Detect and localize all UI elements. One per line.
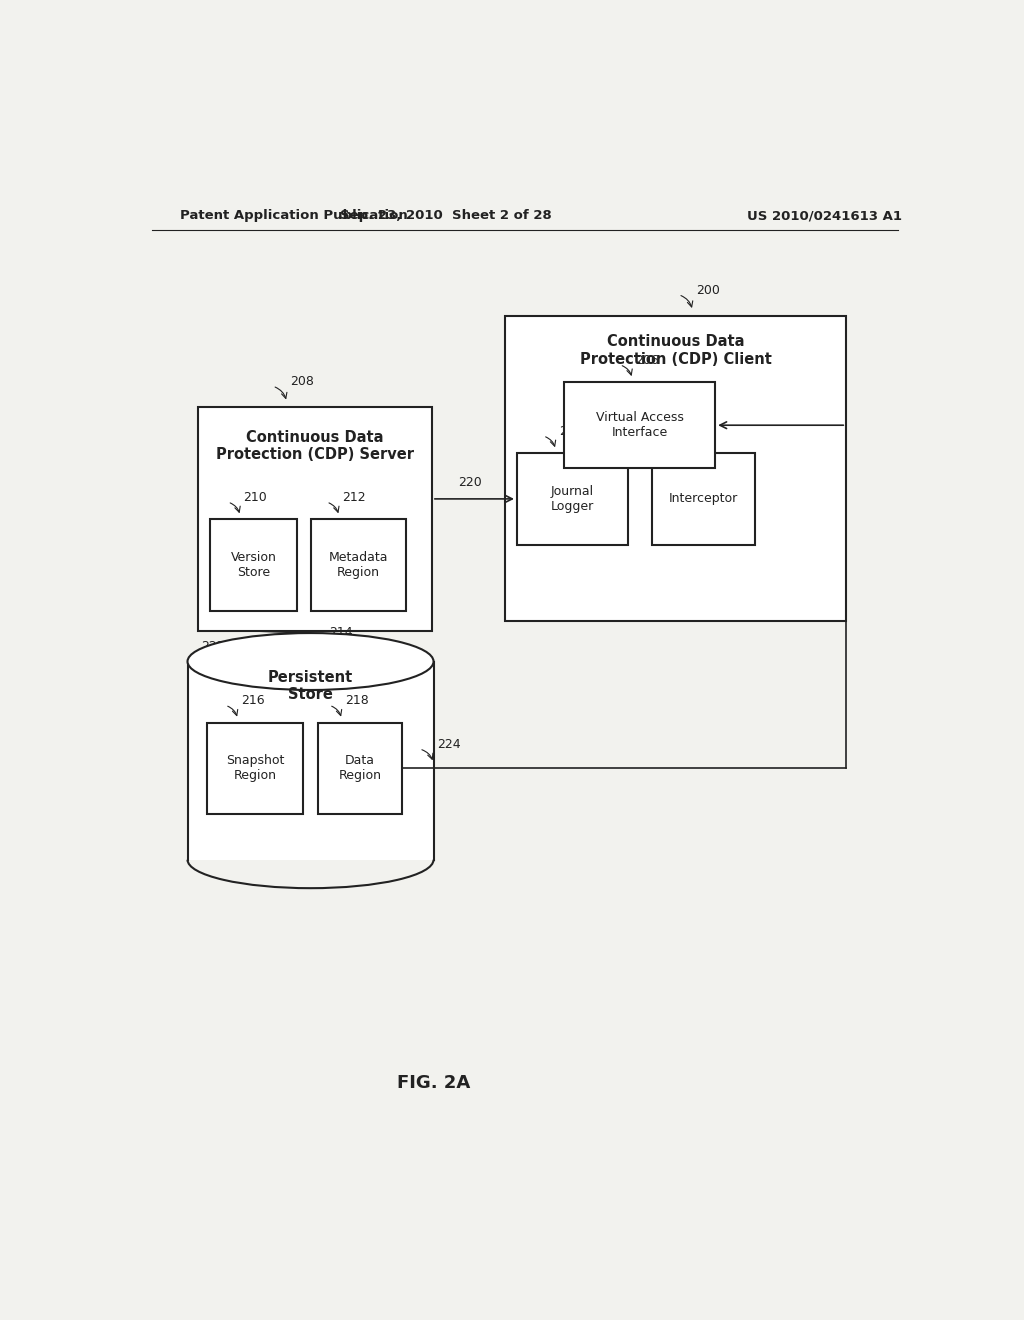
Text: Patent Application Publication: Patent Application Publication	[179, 210, 408, 222]
Bar	[564, 381, 715, 469]
Bar	[210, 519, 297, 611]
Text: 222: 222	[201, 640, 224, 653]
Text: 208: 208	[290, 375, 313, 388]
Text: 202: 202	[559, 425, 583, 438]
Text: Persistent
Store: Persistent Store	[268, 669, 353, 702]
Text: 210: 210	[244, 491, 267, 504]
Text: Version
Store: Version Store	[230, 550, 276, 579]
Text: Virtual Access
Interface: Virtual Access Interface	[596, 412, 684, 440]
Text: 206: 206	[636, 354, 659, 367]
Text: Continuous Data
Protection (CDP) Server: Continuous Data Protection (CDP) Server	[216, 430, 414, 462]
Text: 212: 212	[342, 491, 366, 504]
Text: 220: 220	[459, 475, 482, 488]
Text: US 2010/0241613 A1: US 2010/0241613 A1	[748, 210, 902, 222]
Text: Continuous Data
Protection (CDP) Client: Continuous Data Protection (CDP) Client	[580, 334, 771, 367]
Text: 218: 218	[345, 694, 369, 708]
Text: Metadata
Region: Metadata Region	[329, 550, 388, 579]
Text: Sep. 23, 2010  Sheet 2 of 28: Sep. 23, 2010 Sheet 2 of 28	[340, 210, 551, 222]
Text: FIG. 2A: FIG. 2A	[397, 1074, 470, 1093]
Text: 204: 204	[686, 425, 710, 438]
Text: Data
Region: Data Region	[339, 754, 382, 783]
Bar	[318, 722, 401, 814]
Text: Journal
Logger: Journal Logger	[551, 484, 594, 513]
Text: 200: 200	[696, 284, 720, 297]
Text: Interceptor: Interceptor	[669, 492, 738, 506]
Bar	[505, 315, 846, 620]
Bar	[198, 408, 432, 631]
Text: Snapshot
Region: Snapshot Region	[225, 754, 285, 783]
Bar	[187, 661, 433, 859]
Bar	[652, 453, 755, 545]
Bar	[310, 519, 406, 611]
Text: 224: 224	[436, 738, 461, 751]
Bar	[517, 453, 628, 545]
Text: 216: 216	[241, 694, 264, 708]
Text: 214: 214	[330, 626, 353, 639]
Ellipse shape	[187, 634, 433, 690]
Bar	[207, 722, 303, 814]
